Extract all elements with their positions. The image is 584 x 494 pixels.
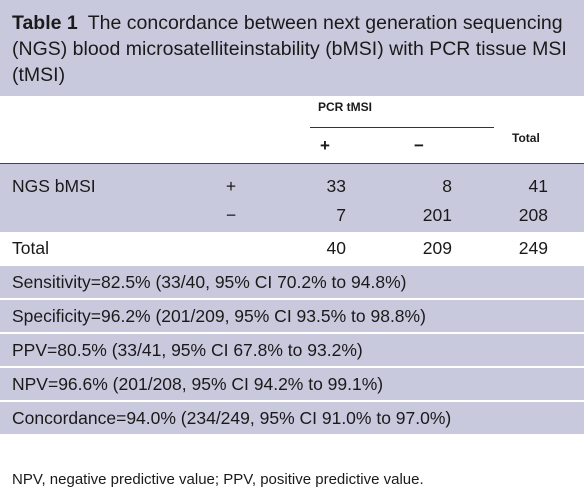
row-divider xyxy=(0,232,584,233)
caption-band xyxy=(0,0,584,96)
row-sign: − xyxy=(225,205,237,225)
column-group-rule xyxy=(310,127,494,128)
table-caption: Table 1 The concordance between next gene… xyxy=(12,10,574,88)
metric-row-npv: NPV=96.6% (201/208, 95% CI 94.2% to 99.1… xyxy=(0,368,584,400)
cell-plus: 40 xyxy=(326,238,346,258)
metric-text: Concordance=94.0% (234/249, 95% CI 91.0%… xyxy=(12,408,452,428)
metric-row-ppv: PPV=80.5% (33/41, 95% CI 67.8% to 93.2%) xyxy=(0,334,584,366)
column-header-total: Total xyxy=(512,131,540,145)
column-group-header: PCR tMSI xyxy=(318,100,372,114)
metric-text: Specificity=96.2% (201/209, 95% CI 93.5%… xyxy=(12,306,426,326)
cell-total: 41 xyxy=(528,176,548,196)
cell-minus: 8 xyxy=(442,176,452,196)
cell-minus: 209 xyxy=(422,238,452,258)
header-rule xyxy=(0,163,584,164)
metric-row-sensitivity: Sensitivity=82.5% (33/40, 95% CI 70.2% t… xyxy=(0,266,584,298)
caption-label: Table 1 xyxy=(12,12,78,34)
cell-total: 208 xyxy=(518,205,548,225)
cell-minus: 201 xyxy=(422,205,452,225)
ngs-bmsi-block xyxy=(0,164,584,232)
row-label: Total xyxy=(12,238,49,258)
metric-row-concordance: Concordance=94.0% (234/249, 95% CI 91.0%… xyxy=(0,402,584,434)
cell-plus: 33 xyxy=(326,176,346,196)
metric-text: Sensitivity=82.5% (33/40, 95% CI 70.2% t… xyxy=(12,272,407,292)
table-footnote: NPV, negative predictive value; PPV, pos… xyxy=(12,471,424,488)
column-header-plus: + xyxy=(320,136,330,155)
metric-row-specificity: Specificity=96.2% (201/209, 95% CI 93.5%… xyxy=(0,300,584,332)
metric-text: PPV=80.5% (33/41, 95% CI 67.8% to 93.2%) xyxy=(12,340,363,360)
row-label: NGS bMSI xyxy=(12,176,96,196)
caption-text: The concordance between next generation … xyxy=(12,12,567,86)
column-header-minus: − xyxy=(414,136,424,155)
cell-total: 249 xyxy=(518,238,548,258)
metric-text: NPV=96.6% (201/208, 95% CI 94.2% to 99.1… xyxy=(12,374,384,394)
cell-plus: 7 xyxy=(336,205,346,225)
row-sign: + xyxy=(225,176,237,196)
